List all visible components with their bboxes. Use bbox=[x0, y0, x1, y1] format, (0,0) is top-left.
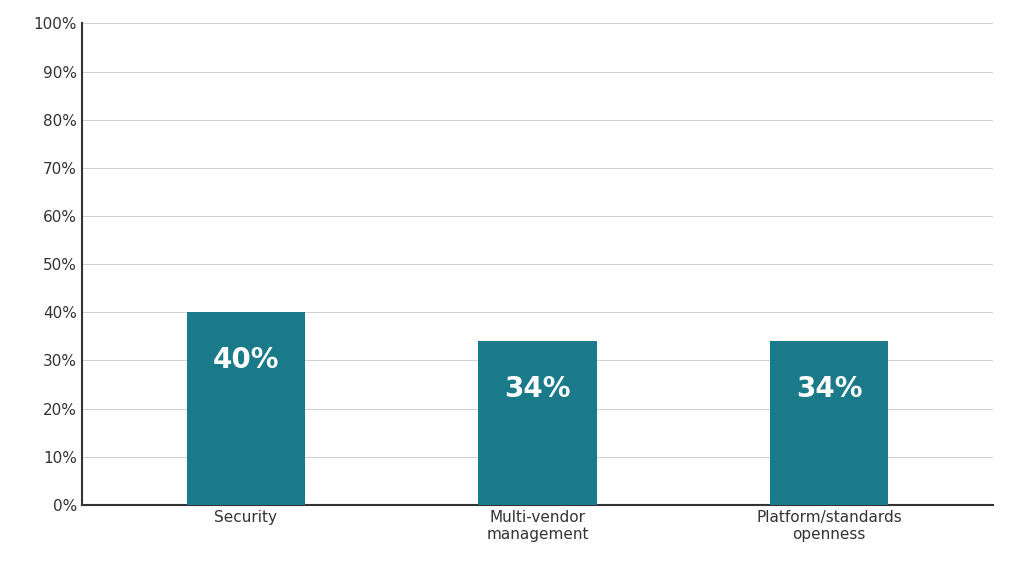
Text: 34%: 34% bbox=[796, 375, 862, 403]
Bar bbox=[478, 341, 597, 505]
Bar bbox=[186, 312, 305, 505]
Bar bbox=[770, 341, 889, 505]
Text: 34%: 34% bbox=[505, 375, 570, 403]
Text: 40%: 40% bbox=[213, 346, 280, 374]
